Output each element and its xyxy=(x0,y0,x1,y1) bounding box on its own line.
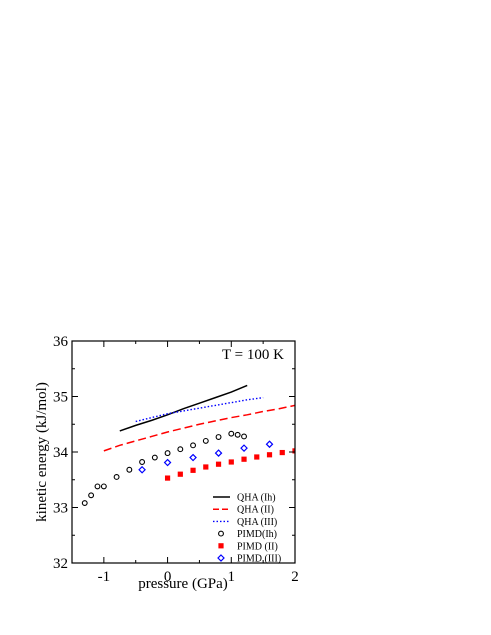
y-tick-label: 36 xyxy=(53,334,69,350)
y-tick-label: 35 xyxy=(53,390,68,406)
legend-item: QHA (Ih) xyxy=(213,493,276,504)
legend-item: QHA (III) xyxy=(213,517,277,528)
x-tick-label: 1 xyxy=(228,569,236,585)
data-point xyxy=(81,500,88,507)
legend-label: QHA (II) xyxy=(237,505,274,516)
series-line xyxy=(135,396,264,423)
y-tick-label: 33 xyxy=(53,501,68,517)
series-5 xyxy=(138,440,274,474)
x-axis-title: pressure (GPa) xyxy=(138,576,228,592)
data-point xyxy=(215,434,222,440)
legend-label: PIMD (III) xyxy=(237,554,281,565)
data-point xyxy=(126,466,133,473)
data-point xyxy=(88,492,95,499)
data-point xyxy=(234,431,241,438)
x-tick-label: 2 xyxy=(291,569,299,585)
series-layer xyxy=(81,384,295,507)
data-point xyxy=(202,437,209,444)
data-point xyxy=(254,454,260,460)
series-4 xyxy=(164,448,295,481)
series-line xyxy=(103,404,295,452)
data-point xyxy=(138,465,146,474)
legend-label: QHA (Ih) xyxy=(237,493,276,504)
data-point xyxy=(177,446,184,453)
legend-swatch xyxy=(218,543,224,549)
temperature-annotation: T = 100 K xyxy=(222,347,284,363)
legend-label: PIMD(Ih) xyxy=(237,529,277,540)
x-tick-label: -1 xyxy=(98,569,111,585)
data-point xyxy=(190,467,196,473)
data-point xyxy=(214,449,223,457)
data-point xyxy=(240,444,248,452)
legend-item: PIMD (III) xyxy=(217,554,281,565)
y-tick-label: 34 xyxy=(53,445,69,461)
data-point xyxy=(151,454,158,461)
legend-label: PIMD (II) xyxy=(237,541,278,552)
data-point xyxy=(113,474,120,480)
series-1 xyxy=(103,404,295,452)
data-point xyxy=(139,459,146,465)
legend-item: PIMD (II) xyxy=(218,541,278,552)
data-point xyxy=(177,471,183,477)
data-point xyxy=(215,461,222,467)
ticks-layer: -1 0 1 2 32 33 34 35 36 xyxy=(53,334,299,585)
data-point xyxy=(94,483,101,490)
data-point xyxy=(241,456,247,462)
data-point xyxy=(164,475,171,481)
series-3 xyxy=(81,430,247,507)
series-0 xyxy=(119,384,248,432)
legend-swatch xyxy=(218,530,224,537)
legend-item: QHA (II) xyxy=(213,505,274,516)
data-point xyxy=(292,448,295,454)
data-point xyxy=(279,449,285,456)
legend-item: PIMD(Ih) xyxy=(218,529,277,540)
data-point xyxy=(265,440,274,449)
legend-label: QHA (III) xyxy=(237,517,277,528)
data-point xyxy=(228,430,235,437)
data-point xyxy=(100,483,107,490)
data-point xyxy=(228,459,234,465)
series-line xyxy=(119,384,248,432)
y-axis-title: kinetic energy (kJ/mol) xyxy=(34,382,50,522)
legend-swatch xyxy=(217,554,225,562)
data-point xyxy=(164,450,171,457)
data-point xyxy=(189,453,197,462)
data-point xyxy=(241,433,247,440)
data-point xyxy=(163,458,172,467)
legend: QHA (Ih)QHA (II)QHA (III)PIMD(Ih)PIMD (I… xyxy=(213,493,281,565)
data-point xyxy=(190,442,197,449)
series-2 xyxy=(135,396,264,423)
x-tick-label: 0 xyxy=(164,569,172,585)
data-point xyxy=(203,464,209,470)
data-point xyxy=(266,452,273,458)
y-tick-label: 32 xyxy=(53,556,68,572)
